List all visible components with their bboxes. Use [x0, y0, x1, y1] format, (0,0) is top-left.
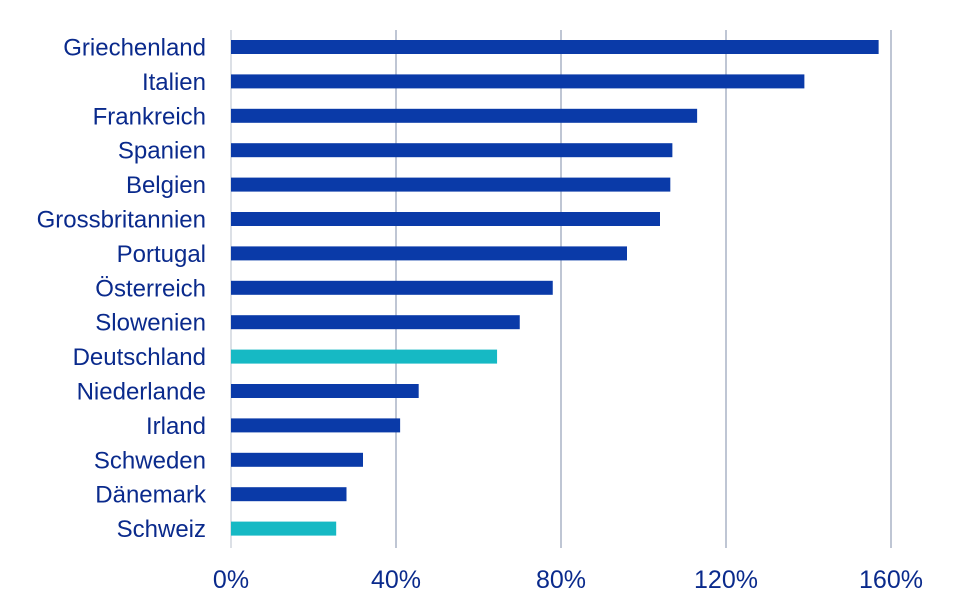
category-label: Niederlande	[77, 379, 206, 406]
category-label: Deutschland	[73, 344, 206, 371]
category-label: Griechenland	[63, 35, 206, 62]
x-axis-ticks: 0% 40% 80% 120% 160%	[213, 566, 923, 594]
category-label: Grossbritannien	[37, 207, 206, 234]
bars	[231, 40, 879, 536]
x-tick-label: 160%	[859, 566, 923, 594]
category-label: Italien	[142, 69, 206, 96]
bar-11	[231, 418, 401, 433]
x-tick-label: 120%	[694, 566, 758, 594]
category-label: Dänemark	[95, 482, 207, 509]
category-label: Schweiz	[117, 516, 206, 543]
x-tick-label: 80%	[536, 566, 586, 594]
category-label: Schweden	[94, 447, 206, 474]
bar-14	[231, 521, 337, 536]
bar-5	[231, 212, 660, 226]
bar-2	[231, 108, 698, 123]
x-tick-label: 0%	[213, 566, 249, 594]
category-labels: Griechenland Italien Frankreich Spanien Belg…	[37, 35, 207, 544]
bar-12	[231, 452, 363, 467]
category-label: Österreich	[95, 275, 206, 302]
category-label: Irland	[146, 413, 206, 440]
category-label: Belgien	[126, 172, 206, 199]
bar-7	[231, 280, 553, 295]
bar-0	[231, 40, 879, 54]
category-label: Spanien	[118, 138, 206, 165]
bar-4	[231, 177, 671, 192]
bar-6	[231, 246, 627, 261]
bar-9	[231, 349, 498, 364]
category-label: Frankreich	[93, 103, 206, 130]
bar-1	[231, 74, 805, 89]
bar-13	[231, 487, 347, 502]
bar-10	[231, 384, 419, 398]
x-tick-label: 40%	[371, 566, 421, 594]
bar-3	[231, 143, 673, 158]
category-label: Portugal	[117, 241, 206, 268]
category-label: Slowenien	[95, 310, 206, 337]
bar-8	[231, 315, 520, 330]
